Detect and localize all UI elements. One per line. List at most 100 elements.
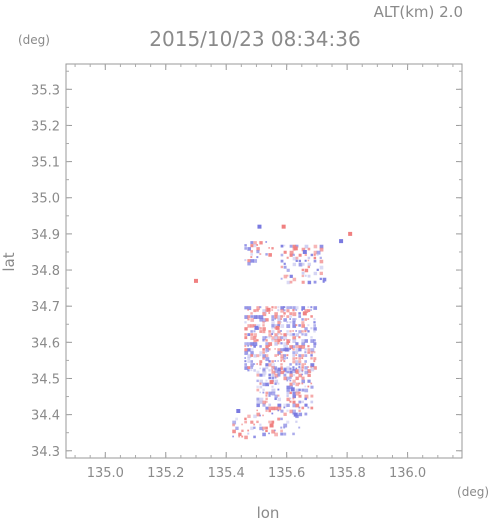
radar-cell-main-band (304, 318, 308, 321)
radar-cell-north-cluster-west (244, 247, 247, 250)
radar-cell-main-band (271, 327, 274, 330)
radar-cell-main-band (280, 363, 283, 366)
radar-cell-main-band (262, 312, 267, 317)
radar-cell-south-band (274, 373, 279, 378)
radar-cell-main-band (286, 357, 288, 359)
radar-cell-main-band (286, 339, 291, 344)
radar-cell-main-band (259, 354, 262, 357)
radar-cell-south-band (310, 406, 314, 410)
radar-cell-south-band (265, 397, 268, 401)
radar-cell-main-band (247, 333, 251, 337)
radar-cell-south-band (298, 370, 301, 373)
radar-cell-main-band (292, 333, 295, 336)
radar-cell-south-band (304, 397, 307, 401)
radar-cell-south-band (271, 367, 274, 370)
radar-cell-main-band (313, 306, 318, 310)
radar-cell-main-band (256, 339, 259, 342)
radar-cell-main-band (292, 360, 296, 364)
radar-cell-main-band (280, 354, 285, 358)
radar-cell-main-band (295, 354, 298, 356)
radar-cell-main-band (244, 348, 248, 352)
radar-cell-south-tail (280, 429, 283, 433)
radar-cell-north-cluster-west (250, 241, 254, 245)
radar-cell-south-band (292, 400, 296, 404)
radar-cell-main-band (271, 318, 275, 321)
radar-cell-main-band (280, 366, 283, 369)
radar-cell-main-band (277, 333, 280, 336)
radar-cell-south-band (274, 367, 277, 370)
radar-cell-south-band (268, 373, 271, 377)
data-point (348, 231, 353, 236)
radar-cell-main-band (292, 345, 296, 349)
radar-cell-north-cluster-west (259, 241, 263, 245)
radar-cell-main-band (283, 336, 288, 340)
radar-cell-main-band (310, 366, 313, 369)
radar-cell-main-band (301, 357, 304, 360)
radar-cell-south-band (292, 382, 295, 386)
radar-cell-south-band (298, 382, 301, 385)
radar-cell-south-band (283, 376, 288, 381)
y-tick-label: 35.1 (31, 156, 60, 171)
radar-cell-main-band (304, 339, 308, 343)
radar-cell-north-cluster-east (316, 268, 319, 271)
radar-cell-main-band (301, 330, 304, 333)
radar-cell-main-band (286, 309, 290, 313)
radar-cell-south-band (265, 382, 270, 387)
radar-cell-north-cluster-west (247, 262, 251, 266)
radar-cell-north-cluster-east (313, 244, 318, 249)
radar-cell-south-band (280, 367, 283, 371)
radar-cell-main-band (250, 354, 254, 357)
radar-cell-south-band (310, 400, 314, 404)
radar-cell-north-cluster-east (307, 247, 311, 251)
radar-cell-main-band (244, 363, 248, 366)
radar-cell-main-band (265, 366, 269, 370)
radar-cell-main-band (280, 360, 283, 362)
radar-cell-main-band (295, 318, 297, 320)
radar-cell-south-tail (280, 432, 284, 436)
radar-cell-north-cluster-east (319, 247, 324, 252)
radar-cell-south-tail (250, 420, 254, 424)
radar-cell-main-band (262, 327, 266, 331)
radar-cell-main-band (295, 306, 299, 310)
radar-cell-main-band (304, 354, 308, 358)
x-tick-label: 135.6 (268, 466, 305, 481)
radar-cell-south-band (262, 391, 265, 394)
radar-cell-south-tail (247, 432, 250, 435)
radar-cell-main-band (313, 318, 316, 321)
radar-cell-main-band (283, 333, 287, 337)
radar-cell-south-band (274, 376, 277, 379)
radar-cell-main-band (283, 318, 287, 322)
radar-cell-south-tail (238, 432, 242, 436)
y-tick-label: 35.2 (31, 119, 60, 134)
radar-cell-main-band (277, 348, 281, 352)
radar-cell-main-band (298, 336, 301, 339)
radar-cell-north-cluster-east (304, 268, 309, 273)
radar-cell-main-band (265, 357, 270, 362)
radar-cell-main-band (274, 333, 278, 337)
radar-cell-south-band (292, 403, 297, 408)
radar-cell-north-cluster-west (256, 256, 259, 259)
data-point (339, 239, 344, 244)
radar-cell-main-band (280, 315, 283, 318)
radar-cell-main-band (304, 351, 307, 354)
data-point (293, 412, 298, 417)
radar-cell-south-band (256, 400, 261, 405)
radar-cell-main-band (253, 333, 257, 337)
radar-cell-south-band (298, 388, 301, 392)
data-point (290, 387, 295, 392)
radar-cell-main-band (247, 369, 250, 372)
radar-cell-south-band (310, 385, 314, 389)
radar-cell-main-band (244, 327, 248, 331)
radar-cell-north-cluster-east (286, 256, 289, 259)
radar-cell-north-cluster-east (295, 244, 299, 248)
radar-cell-north-cluster-west (250, 256, 253, 259)
radar-cell-main-band (292, 336, 297, 340)
radar-cell-main-band (274, 348, 276, 350)
data-point (266, 307, 271, 312)
radar-cell-main-band (304, 330, 307, 333)
radar-cell-north-cluster-west (259, 253, 262, 256)
radar-cell-south-band (307, 385, 310, 388)
radar-cell-south-band (259, 373, 263, 377)
radar-cell-south-band (265, 391, 269, 395)
radar-cell-main-band (307, 369, 312, 373)
